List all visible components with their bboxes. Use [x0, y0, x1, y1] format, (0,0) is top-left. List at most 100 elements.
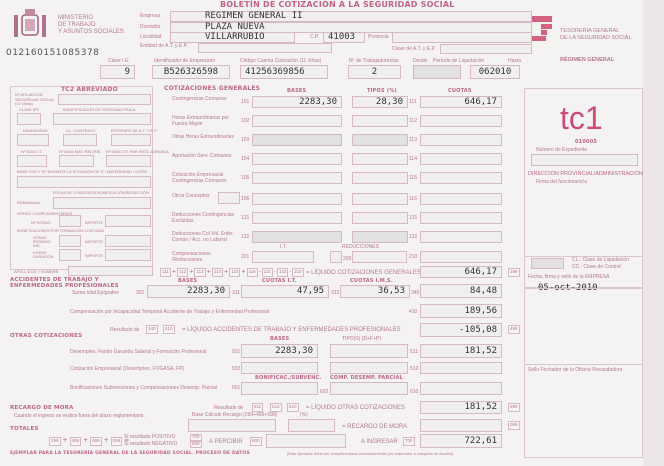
- row-base-field[interactable]: [252, 193, 342, 205]
- horas-duracion-field[interactable]: [59, 249, 81, 261]
- sello-divider: [524, 364, 643, 365]
- base-it-field[interactable]: [17, 176, 151, 188]
- fecha-bonif-label: FECHA DE CONCESIÓN BONIFICACIÓN/REDUCCIÓ…: [53, 191, 149, 195]
- epigrafe-field[interactable]: [111, 134, 151, 146]
- ccc-field[interactable]: 41256369856: [240, 65, 328, 79]
- empresa-field[interactable]: REGIMEN GENERAL II: [170, 11, 532, 22]
- row-base-field[interactable]: [252, 115, 342, 127]
- liquido-otras-field[interactable]: 181,52: [420, 401, 502, 414]
- acc-cuota-it-field[interactable]: 47,95: [241, 285, 329, 298]
- desempleo-cuota-field[interactable]: 181,52: [420, 344, 502, 358]
- row-cuota-field[interactable]: [420, 153, 502, 165]
- row-base-field[interactable]: [252, 231, 342, 243]
- n-horas-field[interactable]: [59, 215, 81, 227]
- liquido-acc-field[interactable]: -105,08: [420, 323, 502, 337]
- row-label: Otros Conceptos: [172, 193, 210, 199]
- row-tipo-field[interactable]: [352, 172, 408, 184]
- identificador-pf-field[interactable]: [53, 113, 151, 125]
- dias-horas-field[interactable]: [17, 134, 49, 146]
- dias-it-field[interactable]: [17, 155, 47, 167]
- formula-operator: +: [189, 268, 194, 275]
- desempleo-tipo-field[interactable]: [330, 344, 408, 358]
- acc-total-field[interactable]: 84,48: [420, 284, 502, 298]
- apellidos-field[interactable]: [68, 266, 153, 276]
- recargo-pct-field[interactable]: [288, 419, 335, 432]
- percibir-field[interactable]: [266, 434, 346, 448]
- bonif-field[interactable]: [241, 382, 318, 395]
- row-tipo-field[interactable]: [352, 134, 408, 146]
- cp-field[interactable]: 41003: [323, 32, 365, 43]
- apellidos-label: APELLIDOS Y NOMBRE: [14, 269, 59, 274]
- expediente-field[interactable]: [531, 154, 638, 166]
- row-tipo-field[interactable]: [352, 251, 407, 263]
- row-base-field[interactable]: [252, 172, 342, 184]
- row-tipo-field[interactable]: [352, 212, 408, 224]
- localidad-field[interactable]: VILLARRUBIO: [170, 32, 295, 43]
- comp-it-field[interactable]: 189,56: [420, 304, 502, 318]
- cotizaciones-title: COTIZACIONES GENERALES: [164, 85, 261, 92]
- row-tipo-field[interactable]: [352, 115, 408, 127]
- otros-conceptos-code-field[interactable]: [218, 192, 240, 204]
- comp-desemp-field[interactable]: [330, 382, 408, 395]
- row-code: 102: [241, 118, 250, 124]
- clave-at-field[interactable]: [440, 44, 532, 54]
- empresarial-cuota-field[interactable]: [420, 362, 502, 374]
- firma-funcionario-label: Firma del funcionario/a: [536, 179, 587, 185]
- row-cuota-field[interactable]: [420, 172, 502, 184]
- provincia-field[interactable]: [392, 32, 532, 43]
- cl-contrato-field[interactable]: [63, 134, 97, 146]
- importe-field[interactable]: [105, 215, 151, 227]
- row-reducciones-box[interactable]: [330, 251, 342, 263]
- code-601: 601: [232, 385, 241, 391]
- row-code: 106: [241, 196, 250, 202]
- desempleo-base-field[interactable]: 2283,30: [241, 344, 318, 358]
- empresarial-tipo-field[interactable]: [330, 362, 408, 374]
- row-base-field[interactable]: [252, 134, 342, 146]
- dias-maternidad-field[interactable]: [59, 155, 94, 167]
- cl-label: CL.: Clase de Liquidación: [572, 257, 629, 263]
- desde-field[interactable]: [413, 65, 461, 79]
- hasta-field[interactable]: 062010: [470, 65, 520, 79]
- recargo-mora-field[interactable]: [420, 419, 502, 432]
- row-base-field[interactable]: 2283,30: [252, 96, 342, 108]
- row-tipo-field[interactable]: 28,30: [352, 96, 408, 108]
- entidad-field[interactable]: [198, 43, 332, 53]
- horas-permiso-field[interactable]: [59, 235, 81, 247]
- liquido-generales-field[interactable]: 646,17: [420, 266, 502, 278]
- code-340: 340: [411, 290, 420, 296]
- row-cuota-field[interactable]: [420, 115, 502, 127]
- row-cuota-field[interactable]: 646,17: [420, 96, 502, 108]
- row-base-field[interactable]: [252, 153, 342, 165]
- bonif-total-field[interactable]: [420, 382, 502, 395]
- row-cuota-field[interactable]: [420, 251, 502, 263]
- row-cuota-field[interactable]: [420, 231, 502, 243]
- dias-sit-field[interactable]: [106, 155, 151, 167]
- empresarial-base-field[interactable]: [241, 362, 318, 374]
- recargo-base-field[interactable]: [188, 419, 276, 432]
- fecha-bonif-field[interactable]: [53, 197, 151, 209]
- cl-cc-boxes[interactable]: [531, 258, 564, 269]
- row-tipo-field[interactable]: [352, 231, 408, 243]
- row-base-field[interactable]: [252, 251, 314, 263]
- clave-ie-field[interactable]: 9: [100, 65, 135, 79]
- row-cuota-code: 132: [409, 234, 418, 240]
- trabajadores-field[interactable]: 2: [348, 65, 401, 79]
- localidad-label: Localidad: [140, 34, 162, 40]
- importe-field-3[interactable]: [105, 249, 151, 261]
- acc-base-field[interactable]: 2283,30: [147, 285, 230, 298]
- liquido-generales-label: = LÍQUIDO COTIZACIONES GENERALES: [306, 270, 421, 276]
- importe-field-2[interactable]: [105, 235, 151, 247]
- row-cuota-field[interactable]: [420, 193, 502, 205]
- acc-cuota-ims-field[interactable]: 36,53: [340, 285, 410, 298]
- clave-ipf-field[interactable]: [17, 113, 41, 125]
- row-cuota-field[interactable]: [420, 134, 502, 146]
- row-cuota-field[interactable]: [420, 212, 502, 224]
- row-base-field[interactable]: [252, 212, 342, 224]
- afiliacion-field[interactable]: [58, 94, 151, 105]
- ingresar-field[interactable]: 722,61: [420, 434, 502, 448]
- row-tipo-field[interactable]: [352, 153, 408, 165]
- tipos-header: TIPOS (%): [367, 88, 397, 94]
- row-code: 122: [241, 234, 250, 240]
- row-tipo-field[interactable]: [352, 193, 408, 205]
- identificador-field[interactable]: B526326598: [152, 65, 230, 79]
